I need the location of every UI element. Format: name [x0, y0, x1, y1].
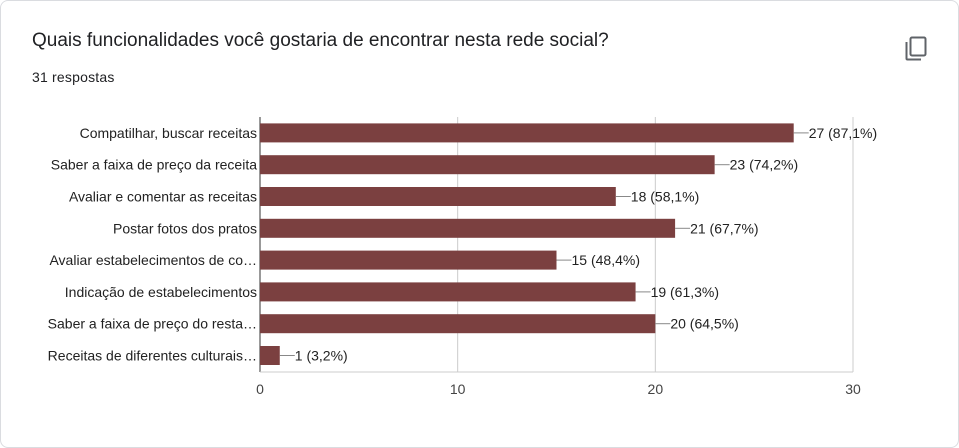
- value-label: 15 (48,4%): [572, 252, 640, 268]
- category-label: Postar fotos dos pratos: [113, 220, 257, 236]
- value-label: 23 (74,2%): [730, 157, 798, 173]
- bar[interactable]: [260, 155, 715, 175]
- category-label: Receitas de diferentes culturais…: [48, 348, 257, 364]
- bar[interactable]: [260, 346, 280, 365]
- value-label: 1 (3,2%): [295, 348, 348, 364]
- x-tick-label: 30: [845, 381, 861, 397]
- bar[interactable]: [260, 282, 636, 302]
- bar[interactable]: [260, 187, 616, 206]
- copy-chart-button[interactable]: [899, 31, 933, 65]
- bars: [260, 123, 794, 365]
- category-label: Saber a faixa de preço do resta…: [48, 316, 257, 332]
- value-label: 21 (67,7%): [690, 220, 758, 236]
- response-count: 31 respostas: [32, 69, 115, 85]
- value-label: 27 (87,1%): [809, 125, 877, 141]
- x-tick-label: 10: [450, 381, 466, 397]
- copy-icon: [905, 36, 927, 61]
- bar[interactable]: [260, 250, 557, 270]
- x-tick-label: 0: [256, 381, 264, 397]
- value-label: 20 (64,5%): [670, 316, 738, 332]
- category-label: Indicação de estabelecimentos: [65, 284, 257, 300]
- category-label: Avaliar estabelecimentos de co…: [49, 252, 257, 268]
- category-label: Avaliar e comentar as receitas: [69, 189, 257, 205]
- value-label: 18 (58,1%): [631, 189, 699, 205]
- x-tick-label: 20: [648, 381, 664, 397]
- category-label: Saber a faixa de preço da receita: [51, 157, 257, 173]
- bar[interactable]: [260, 218, 676, 238]
- bar[interactable]: [260, 314, 656, 334]
- labels: 0 10 20 30 Compatilhar, buscar receitas 27 (8…: [48, 125, 878, 397]
- value-label: 19 (61,3%): [651, 284, 719, 300]
- category-label: Compatilhar, buscar receitas: [80, 125, 257, 141]
- bar[interactable]: [260, 123, 794, 143]
- question-title: Quais funcionalidades você gostaria de e…: [32, 30, 609, 51]
